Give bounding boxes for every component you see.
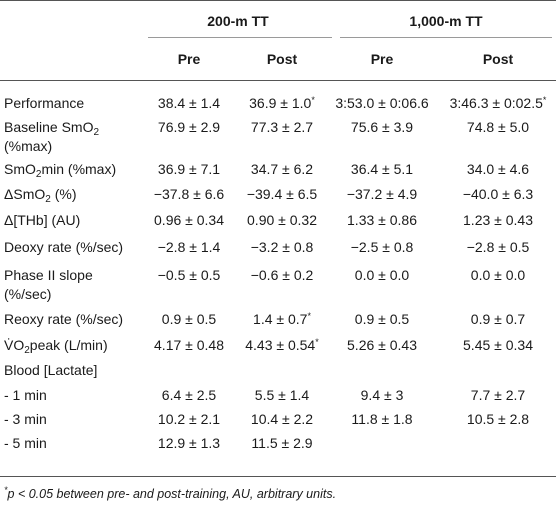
table-cell: 0.0 ± 0.0 [470,267,526,283]
row-label-line2: (%max) [4,138,53,154]
table-cell: 10.4 ± 2.2 [250,411,314,427]
row-label: Baseline SmO2 [4,119,100,138]
table-cell: 0.96 ± 0.34 [154,212,224,228]
row-label: ΔSmO2 (%) [4,186,77,205]
row-label: Deoxy rate (%/sec) [4,239,124,255]
table-cell: 0.9 ± 0.5 [161,311,217,327]
table-cell: −37.2 ± 4.9 [346,186,418,202]
subheader-post-200m: Post [266,51,298,67]
row-label: Phase II slope [4,267,93,283]
table-cell: 76.9 ± 2.9 [157,119,221,135]
table-cell: 11.8 ± 1.8 [351,411,413,427]
table-cell: 34.0 ± 4.6 [466,161,530,177]
group-rule-200m [148,37,332,38]
table-cell: 0.0 ± 0.0 [354,267,410,283]
table-cell: 6.4 ± 2.5 [161,387,217,403]
table-cell: 7.7 ± 2.7 [470,387,526,403]
table-cell: 10.5 ± 2.8 [466,411,530,427]
row-label-line2: (%/sec) [4,286,52,302]
table-cell: 1.23 ± 0.43 [463,212,533,228]
table-cell: 38.4 ± 1.4 [157,95,221,111]
table-cell: 77.3 ± 2.7 [250,119,314,135]
table-cell: 10.2 ± 2.1 [157,411,221,427]
row-label: - 3 min [4,411,47,427]
row-label: Reoxy rate (%/sec) [4,311,124,327]
row-label: Performance [4,95,85,111]
row-label: Δ[THb] (AU) [4,212,81,228]
table-cell: −39.4 ± 6.5 [246,186,318,202]
table-cell: 0.9 ± 0.5 [354,311,410,327]
row-label: SmO2min (%max) [4,161,117,180]
table-cell: 5.5 ± 1.4 [254,387,310,403]
table-cell: −2.8 ± 0.5 [466,239,530,255]
subheader-pre-200m: Pre [177,51,201,67]
table-cell: 1.4 ± 0.7* [253,311,311,327]
table-cell: 4.43 ± 0.54* [245,337,319,353]
table-cell: 4.17 ± 0.48 [154,337,224,353]
table-cell: −2.8 ± 1.4 [157,239,221,255]
table-cell: 3:46.3 ± 0:02.5* [449,95,547,111]
table-cell: 0.9 ± 0.7 [470,311,526,327]
table-footnote: *p < 0.05 between pre- and post-training… [4,485,337,502]
table-cell: 74.8 ± 5.0 [466,119,530,135]
table-cell: −37.8 ± 6.6 [153,186,225,202]
table-cell: 5.26 ± 0.43 [347,337,417,353]
row-label: V̇O2peak (L/min) [4,337,108,356]
table-top-rule [0,0,556,1]
table-cell: 5.45 ± 0.34 [463,337,533,353]
table-cell: 36.4 ± 5.1 [350,161,414,177]
table-cell: −0.5 ± 0.5 [157,267,221,283]
table-cell: 0.90 ± 0.32 [247,212,317,228]
table-cell: 34.7 ± 6.2 [250,161,314,177]
table-cell: 36.9 ± 7.1 [157,161,221,177]
table-cell: −2.5 ± 0.8 [350,239,414,255]
header-rule [0,80,556,81]
subheader-post-1000m: Post [482,51,514,67]
table-cell: 1.33 ± 0.86 [347,212,417,228]
table-cell: 9.4 ± 3 [360,387,404,403]
subheader-pre-1000m: Pre [370,51,394,67]
group-header-1000m: 1,000-m TT [409,13,483,29]
row-label: - 5 min [4,435,47,451]
table-cell: −40.0 ± 6.3 [462,186,534,202]
table-cell: 12.9 ± 1.3 [157,435,221,451]
table-cell: −3.2 ± 0.8 [250,239,314,255]
table-cell: 75.6 ± 3.9 [350,119,414,135]
table-bottom-rule [0,476,556,477]
table-cell: −0.6 ± 0.2 [250,267,314,283]
group-rule-1000m [340,37,552,38]
table-cell: 36.9 ± 1.0* [249,95,315,111]
group-header-200m: 200-m TT [207,13,269,29]
row-label: Blood [Lactate] [4,362,98,378]
table-cell: 11.5 ± 2.9 [251,435,313,451]
row-label: - 1 min [4,387,47,403]
table-cell: 3:53.0 ± 0:06.6 [335,95,429,111]
